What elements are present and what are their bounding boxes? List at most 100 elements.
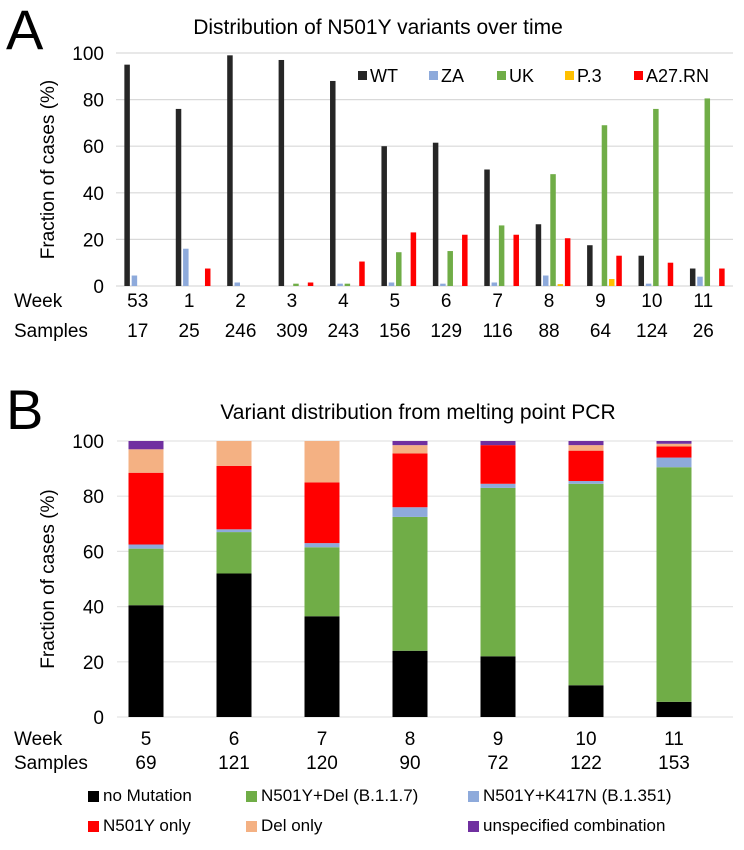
samples-label: 88: [538, 321, 559, 342]
x-tick-label: 8: [405, 729, 416, 750]
bar-a27-rn: [513, 234, 519, 286]
bar-segment-n501y-k417n-b-1-351: [480, 483, 516, 488]
samples-label: 243: [328, 321, 360, 342]
bar-uk: [550, 174, 556, 286]
bar-segment-n501y-k417n-b-1-351: [216, 529, 252, 533]
bar-segment-n501y-k417n-b-1-351: [392, 507, 428, 517]
bar-wt: [381, 146, 387, 286]
y-tick-label: 80: [83, 487, 104, 508]
bar-a27-rn: [564, 238, 571, 286]
legend-swatch: [468, 790, 479, 802]
y-tick-label: 0: [93, 277, 104, 298]
bar-za: [183, 248, 189, 286]
bar-segment-no-mutation: [656, 701, 692, 717]
row-label-samples: Samples: [14, 321, 88, 342]
bar-segment-n501y-k417n-b-1-351: [568, 481, 604, 484]
bar-uk: [653, 108, 659, 286]
samples-label: 64: [590, 321, 612, 342]
legend-label: unspecified combination: [483, 816, 666, 835]
y-tick-label: 100: [72, 432, 104, 453]
x-tick-label: 10: [575, 729, 596, 750]
x-tick-label: 8: [544, 291, 555, 312]
bar-wt: [175, 108, 182, 286]
x-tick-label: 9: [493, 729, 504, 750]
samples-label: 69: [135, 753, 156, 774]
bar-segment-n501y-only: [656, 446, 692, 458]
bar-segment-n501y-del-b-1-1-7: [480, 487, 516, 657]
samples-label: 122: [570, 753, 602, 774]
samples-label: 121: [218, 753, 250, 774]
row-label-samples: Samples: [14, 753, 88, 774]
y-tick-label: 80: [83, 91, 104, 112]
bar-segment-unspecified-combination: [392, 441, 428, 446]
chart-b: Variant distribution from melting point …: [14, 401, 733, 774]
y-tick-label: 20: [83, 230, 104, 251]
bar-za: [388, 282, 395, 286]
bar-za: [645, 283, 652, 286]
samples-label: 124: [636, 321, 668, 342]
bar-segment-del-only: [216, 441, 252, 466]
x-tick-label: 10: [641, 291, 662, 312]
bar-wt: [278, 59, 285, 286]
bar-segment-n501y-only: [568, 450, 604, 482]
legend-swatch: [565, 71, 574, 80]
bar-za: [542, 275, 549, 286]
samples-label: 309: [276, 321, 308, 342]
bar-uk: [601, 125, 608, 286]
x-tick-label: 11: [664, 729, 684, 750]
bar-segment-del-only: [392, 445, 428, 454]
bar-a27-rn: [410, 232, 417, 286]
bar-segment-unspecified-combination: [656, 441, 692, 444]
bar-segment-n501y-del-b-1-1-7: [656, 467, 692, 702]
x-tick-label: 7: [317, 729, 328, 750]
legend-swatch: [429, 71, 438, 80]
bar-segment-no-mutation: [480, 656, 516, 717]
bar-segment-del-only: [568, 445, 604, 451]
bar-a27-rn: [667, 262, 674, 286]
x-tick-label: 11: [693, 291, 713, 312]
legend-item: no Mutation: [88, 786, 192, 806]
bar-wt: [432, 142, 439, 286]
bar-segment-n501y-only: [304, 482, 340, 544]
row-label-week: Week: [14, 729, 63, 750]
x-tick-label: 3: [287, 291, 298, 312]
bar-segment-unspecified-combination: [480, 441, 516, 446]
y-tick-label: 60: [83, 542, 104, 563]
x-tick-label: 2: [235, 291, 246, 312]
samples-label: 129: [430, 321, 462, 342]
y-tick-label: 20: [83, 653, 104, 674]
y-axis-label: Fraction of cases (%): [38, 80, 59, 260]
x-tick-label: 7: [492, 291, 503, 312]
bar-segment-n501y-del-b-1-1-7: [392, 516, 428, 651]
samples-label: 116: [482, 321, 512, 342]
samples-label: 25: [179, 321, 200, 342]
legend-swatch: [634, 71, 643, 80]
bar-segment-n501y-del-b-1-1-7: [304, 547, 340, 617]
y-tick-label: 60: [83, 137, 104, 158]
legend-swatch: [468, 820, 479, 832]
y-tick-label: 40: [83, 598, 104, 619]
bar-wt: [587, 245, 593, 286]
samples-label: 156: [379, 321, 411, 342]
y-axis-label: Fraction of cases (%): [38, 489, 59, 669]
bar-segment-n501y-del-b-1-1-7: [216, 532, 252, 574]
bar-segment-n501y-del-b-1-1-7: [128, 548, 164, 606]
bar-a27-rn: [616, 255, 622, 286]
bar-uk: [293, 283, 299, 286]
samples-label: 26: [693, 321, 714, 342]
x-tick-label: 5: [141, 729, 152, 750]
x-tick-label: 6: [229, 729, 240, 750]
bar-za: [131, 275, 138, 286]
bar-segment-no-mutation: [216, 573, 252, 717]
bar-segment-n501y-k417n-b-1-351: [656, 457, 692, 468]
bar-segment-no-mutation: [128, 605, 164, 717]
panel-letter-b: B: [6, 378, 44, 441]
legend-swatch: [246, 790, 257, 802]
samples-label: 90: [399, 753, 420, 774]
y-tick-label: 0: [93, 708, 104, 729]
legend-swatch: [88, 790, 99, 802]
bar-wt: [689, 268, 696, 286]
bar-segment-no-mutation: [568, 685, 604, 717]
samples-label: 246: [225, 321, 257, 342]
chart-a: Distribution of N501Y variants over time…: [14, 16, 733, 342]
